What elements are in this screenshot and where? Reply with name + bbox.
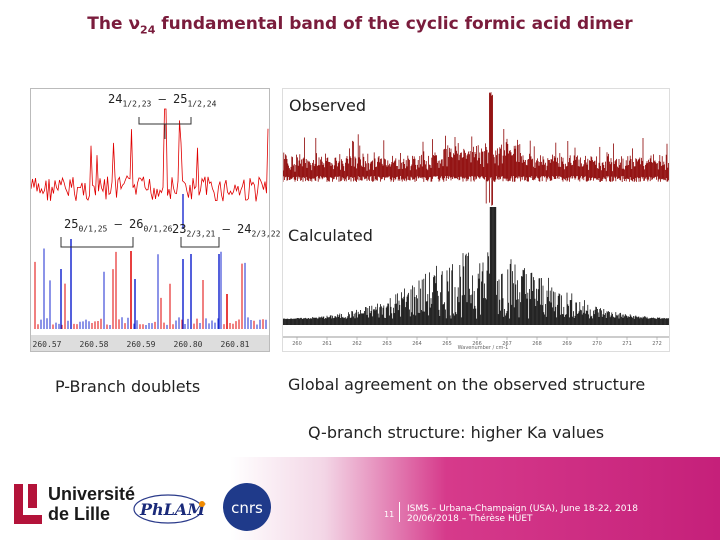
university-lille-logo: Université de Lille (48, 484, 136, 524)
x-tick-label: 261 (322, 341, 332, 347)
x-tick-label: 260 (292, 341, 302, 347)
bracket-3 (180, 237, 220, 248)
full-band-spectrum: 260 261 262 263 264 265 266 267 268 269 270 271 272 … (282, 88, 670, 352)
full-band-plot: 260 261 262 263 264 265 266 267 268 269 270 271 272 … (282, 92, 670, 351)
x-tick-label: 260.59 (127, 340, 156, 349)
p-branch-caption: P-Branch doublets (55, 377, 201, 396)
cnrs-logo-icon: cnrs (223, 483, 271, 531)
x-tick-label: 260.81 (221, 340, 250, 349)
transition-label-2: 250/1,25 – 260/1,26 (64, 217, 173, 234)
transition-label-1: 241/2,23 – 251/2,24 (108, 92, 217, 109)
annotation-brackets (60, 117, 220, 248)
slide-title: The ν24 fundamental band of the cyclic f… (87, 14, 633, 37)
x-tick-label: 271 (622, 341, 632, 347)
cnrs-logo: cnrs (222, 482, 272, 532)
x-tick-label: 265 (442, 341, 452, 347)
x-tick-label: 260.57 (33, 340, 62, 349)
agreement-caption: Global agreement on the observed structu… (288, 375, 646, 394)
x-tick-label: 263 (382, 341, 392, 347)
svg-text:PhLAM: PhLAM (139, 500, 206, 519)
x-tick-label: 264 (412, 341, 422, 347)
observed-trace-zoom (30, 108, 269, 229)
observed-trace (282, 92, 670, 206)
phlam-logo: PhLAM (132, 492, 210, 526)
date-author: 20/06/2018 – Thérèse HUET (407, 514, 533, 524)
x-axis-band (31, 335, 269, 351)
q-branch-note: Q-branch structure: higher Ka values (308, 423, 605, 442)
footer-divider (399, 502, 400, 522)
x-tick-label: 269 (562, 341, 572, 347)
calculated-label: Calculated (288, 226, 373, 245)
x-tick-label: 260.80 (174, 340, 203, 349)
university-lille-logo-icon (14, 484, 42, 524)
x-tick-label: 260.58 (80, 340, 109, 349)
observed-trace-line (30, 108, 269, 202)
footer-bar (0, 457, 720, 540)
x-axis-title: Wavenumber / cm-1 (458, 345, 509, 351)
x-tick-label: 266 (472, 341, 482, 347)
x-tick-label: 262 (352, 341, 362, 347)
x-axis-ticks: 260.57 260.58 260.59 260.80 260.81 (33, 340, 250, 349)
page-number: 11 (384, 510, 395, 519)
phlam-logo-icon: PhLAM (133, 494, 206, 524)
bracket-1 (138, 117, 192, 125)
observed-label: Observed (289, 96, 366, 115)
x-axis-ticks: 260 261 262 263 264 265 266 267 268 269 270 271 272 (292, 337, 662, 347)
svg-text:cnrs: cnrs (231, 499, 263, 517)
transition-label-3: 232/3,21 – 242/3,22 (172, 222, 281, 239)
x-tick-label: 272 (652, 341, 662, 347)
calculated-trace (282, 207, 670, 325)
p-branch-plot: 260.57 260.58 260.59 260.80 260.81 (30, 108, 269, 351)
bracket-2 (60, 237, 134, 248)
calculated-trace-zoom (34, 239, 267, 329)
conference-info: ISMS – Urbana-Champaign (USA), June 18-2… (407, 504, 638, 514)
x-tick-label: 270 (592, 341, 602, 347)
p-branch-spectrum: 260.57 260.58 260.59 260.80 260.81 (30, 88, 270, 352)
x-tick-label: 267 (502, 341, 512, 347)
x-tick-label: 268 (532, 341, 542, 347)
